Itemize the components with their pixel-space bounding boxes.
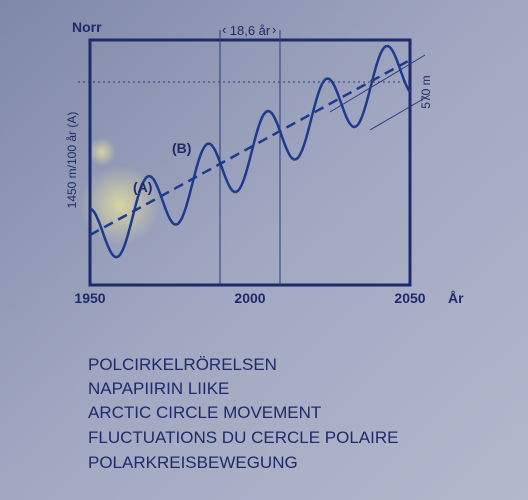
period-arrow: › <box>272 22 276 37</box>
x-unit: År <box>448 290 464 306</box>
chart-frame <box>88 38 412 287</box>
caption-line: POLARKREISBEWEGUNG <box>88 453 298 472</box>
period-label: 18,6 år <box>230 23 271 38</box>
offset-line <box>329 54 426 113</box>
caption-line: NAPAPIIRIN LIIKE <box>88 379 229 398</box>
period-arrow: ‹ <box>222 22 226 37</box>
x-label: 2050 <box>394 290 425 306</box>
caption-line: POLCIRKELRÖRELSEN <box>88 355 277 374</box>
oscillation-curve <box>89 44 412 259</box>
trend-line <box>89 58 411 237</box>
caption-line: FLUCTUATIONS DU CERCLE POLAIRE <box>88 428 398 447</box>
curve-label: (B) <box>172 140 191 156</box>
curve-label: (A) <box>133 179 152 195</box>
amplitude-label: 570 m <box>419 75 433 108</box>
x-label: 1950 <box>74 290 105 306</box>
caption-line: ARCTIC CIRCLE MOVEMENT <box>88 403 321 422</box>
rate-label: 1450 m/100 år (A) <box>65 112 79 209</box>
x-label: 2000 <box>234 290 265 306</box>
north-label: Norr <box>72 19 102 35</box>
lens-flare <box>88 138 116 166</box>
offset-line <box>369 94 431 131</box>
